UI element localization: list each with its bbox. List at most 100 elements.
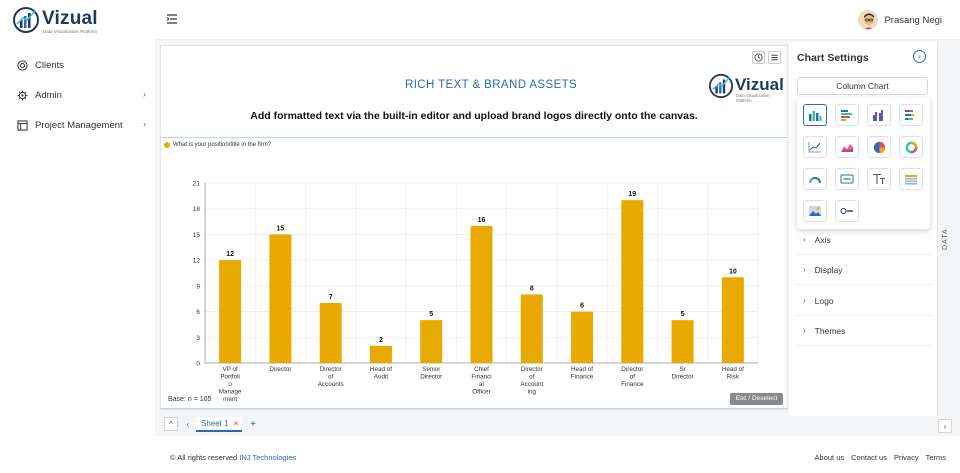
chart-option-text[interactable] [867, 168, 891, 190]
chart-option-area[interactable] [835, 136, 859, 158]
footer-link-about[interactable]: About us [814, 453, 845, 462]
settings-collapse-button[interactable]: › [913, 50, 926, 63]
settings-section-display[interactable]: › Display [795, 255, 933, 285]
chevron-right-icon: › [803, 235, 806, 244]
chart-container[interactable] [161, 137, 787, 409]
chart-option-pie[interactable] [867, 136, 891, 158]
x-tick-label: al [479, 381, 484, 388]
x-tick-label: Officer [472, 389, 490, 396]
gear-icon [16, 89, 28, 101]
chevron-right-icon: › [803, 326, 806, 335]
collapse-up-button[interactable]: ^ [164, 417, 178, 431]
x-tick-label: Director [521, 366, 543, 373]
copyright: © All rights reserved INJ Technologies [170, 453, 296, 462]
footer-link-terms[interactable]: Terms [925, 453, 946, 462]
chart-bar [369, 345, 392, 363]
chevron-right-icon: › [143, 119, 146, 129]
close-icon[interactable]: × [233, 419, 239, 428]
settings-section-logo[interactable]: › Logo [795, 286, 933, 316]
bar-chart-icon [841, 110, 852, 121]
app-logo[interactable]: Vizual Data Visualization Platform [12, 6, 152, 34]
chart-option-logo[interactable] [835, 200, 859, 222]
logo-mark-icon [13, 7, 39, 33]
scroll-left-button[interactable]: ‹ [181, 417, 195, 431]
chart-option-bar[interactable] [835, 104, 859, 126]
y-tick-label: 6 [196, 309, 200, 316]
chart-option-table[interactable] [899, 168, 923, 190]
x-tick-label: Manage [219, 389, 242, 396]
chart-option-donut[interactable] [899, 136, 923, 158]
chart-option-image[interactable] [803, 200, 827, 222]
canvas-subtitle[interactable]: Add formatted text via the built-in edit… [250, 110, 698, 122]
canvas-menu-button[interactable] [768, 51, 781, 64]
x-tick-label: Senior [422, 366, 440, 373]
x-tick-label: o [228, 381, 232, 388]
brand-logo-name: Vizual [735, 75, 784, 94]
brand-logo-tagline: Data Visualization Platform [736, 93, 770, 103]
sidebar-item-admin[interactable]: Admin › [16, 85, 148, 105]
data-label: 6 [580, 303, 584, 310]
chart-type-select[interactable]: Column Chart [797, 77, 928, 95]
y-tick-label: 12 [193, 258, 201, 265]
tab-sheet-1[interactable]: Sheet 1 × [196, 417, 242, 432]
panel-scroll-right-button[interactable]: › [938, 419, 952, 433]
chart-option-gauge[interactable] [803, 168, 827, 190]
column-chart-icon [809, 111, 822, 121]
user-menu[interactable]: Prasang Negi [858, 10, 942, 30]
chart-bar [520, 294, 543, 363]
chevron-left-icon: ‹ [186, 419, 190, 429]
chevron-right-icon: › [943, 421, 947, 431]
chart-bar [269, 234, 292, 363]
logo-icon [840, 208, 853, 214]
chart-bar [721, 277, 744, 363]
x-tick-label: ment [223, 396, 237, 403]
section-label: Display [814, 264, 843, 275]
chart-type-picker [797, 98, 930, 229]
brand-logo[interactable]: Vizual Data Visualization Platform [708, 73, 786, 103]
canvas-title[interactable]: RICH TEXT & BRAND ASSETS [405, 79, 578, 91]
sidebar-item-clients[interactable]: Clients [16, 55, 148, 75]
settings-section-themes[interactable]: › Themes [795, 316, 933, 346]
settings-section-axis[interactable]: › Axis [795, 225, 933, 255]
x-tick-label: of [630, 374, 636, 381]
data-label: 19 [628, 191, 636, 198]
data-label: 15 [277, 225, 285, 232]
x-tick-label: Finance [571, 374, 594, 381]
chevron-right-icon: › [803, 296, 806, 305]
footer-link-contact[interactable]: Contact us [851, 453, 887, 462]
footer-link-privacy[interactable]: Privacy [893, 453, 919, 462]
chart-legend: What is your position/title in the firm? [164, 142, 271, 148]
chart-option-kpi-card[interactable] [835, 168, 859, 190]
text-icon [873, 173, 885, 184]
sidebar-item-project-management[interactable]: Project Management › [16, 115, 148, 135]
data-label: 5 [681, 311, 685, 318]
x-tick-label: Director [420, 374, 442, 381]
logo-mark-icon [708, 73, 734, 99]
data-label: 8 [530, 285, 534, 292]
y-tick-label: 9 [196, 283, 200, 290]
chart-option-line[interactable] [803, 136, 827, 158]
x-tick-label: Director [672, 374, 694, 381]
company-link[interactable]: INJ Technologies [239, 453, 297, 462]
history-button[interactable] [752, 51, 765, 64]
chart-bar [470, 225, 493, 363]
chart-bar [420, 320, 443, 363]
chart-option-grouped-column[interactable] [867, 104, 891, 126]
esc-deselect-button[interactable]: Esc / Deselect [730, 393, 783, 405]
menu-toggle-icon[interactable] [166, 13, 178, 25]
chart-bar [621, 200, 644, 363]
chart-option-stacked-bar[interactable] [899, 104, 923, 126]
grouped-column-icon [873, 110, 883, 121]
data-label: 7 [329, 294, 333, 301]
avatar [858, 10, 879, 30]
x-tick-label: Finance [621, 381, 644, 388]
chart-option-column[interactable] [803, 104, 827, 126]
x-tick-label: Head of [722, 366, 744, 373]
data-panel-tab[interactable] [937, 42, 960, 416]
footer-links: About us Contact us Privacy Terms [815, 453, 946, 462]
target-icon [16, 59, 28, 71]
section-label: Logo [814, 295, 834, 306]
add-sheet-button[interactable]: + [246, 417, 260, 431]
section-label: Themes [814, 325, 846, 336]
